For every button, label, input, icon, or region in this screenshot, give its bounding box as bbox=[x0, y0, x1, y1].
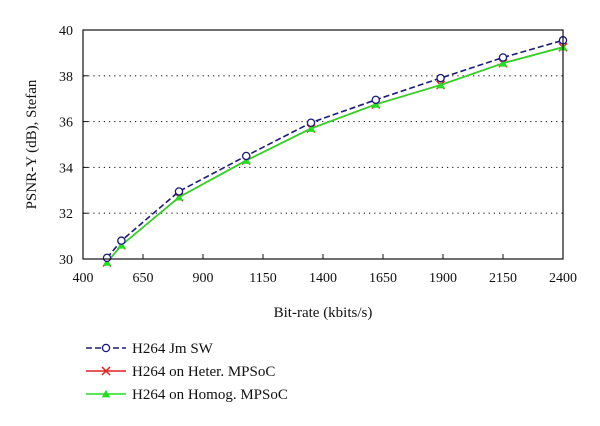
series-line bbox=[106, 46, 564, 263]
data-point bbox=[174, 187, 184, 196]
series-2 bbox=[102, 42, 568, 266]
plot-area-frame bbox=[82, 29, 564, 260]
data-point bbox=[174, 192, 184, 201]
x-tick-label: 400 bbox=[73, 271, 94, 286]
data-point bbox=[306, 118, 316, 127]
y-tick-label: 40 bbox=[59, 24, 73, 39]
y-tick-label: 30 bbox=[59, 253, 73, 268]
data-point bbox=[498, 59, 508, 67]
legend-marker bbox=[101, 389, 111, 398]
x-tick-label: 650 bbox=[133, 271, 154, 286]
legend: H264 Jm SW H264 on Heter. MPSoC H264 on Ho… bbox=[86, 341, 288, 403]
x-tick-label: 2150 bbox=[489, 271, 517, 286]
legend-marker bbox=[101, 366, 111, 376]
legend-label: H264 on Homog. MPSoC bbox=[132, 387, 288, 403]
y-tick-label: 38 bbox=[59, 70, 73, 85]
x-axis-title: Bit-rate (kbits/s) bbox=[274, 305, 373, 321]
data-point bbox=[436, 73, 445, 83]
axis-layer: 400 650 900 1150 1400 1650 1900 2150 2400 30 32 34 3… bbox=[59, 24, 577, 286]
legend-item: H264 on Heter. MPSoC bbox=[86, 364, 275, 380]
series-line bbox=[106, 39, 564, 259]
series-0 bbox=[102, 36, 568, 263]
x-tick-label: 900 bbox=[193, 271, 214, 286]
data-point bbox=[371, 95, 381, 105]
data-point bbox=[306, 124, 316, 132]
x-tick-label: 1400 bbox=[309, 271, 337, 286]
legend-label: H264 on Heter. MPSoC bbox=[132, 364, 275, 380]
data-point bbox=[241, 151, 251, 161]
data-point bbox=[498, 53, 508, 62]
legend-item: H264 Jm SW bbox=[86, 341, 214, 357]
grid-layer bbox=[83, 75, 563, 214]
legend-marker bbox=[101, 343, 111, 353]
x-tick-label: 1150 bbox=[249, 271, 276, 286]
data-point bbox=[117, 236, 126, 245]
x-tick-label: 1650 bbox=[369, 271, 397, 286]
legend-label: H264 Jm SW bbox=[132, 341, 214, 357]
y-axis-title: PSNR-Y (dB), Stefan bbox=[24, 79, 40, 209]
x-tick-label: 1900 bbox=[429, 271, 457, 286]
series-1 bbox=[102, 42, 568, 267]
y-tick-label: 36 bbox=[59, 116, 73, 131]
x-tick-label: 2400 bbox=[549, 271, 577, 286]
series-line bbox=[106, 46, 564, 263]
legend-item: H264 on Homog. MPSoC bbox=[86, 387, 288, 403]
series-layer bbox=[102, 36, 568, 267]
data-point bbox=[102, 253, 112, 263]
data-point bbox=[436, 80, 445, 89]
y-tick-label: 34 bbox=[59, 161, 73, 176]
y-tick-label: 32 bbox=[59, 207, 73, 222]
